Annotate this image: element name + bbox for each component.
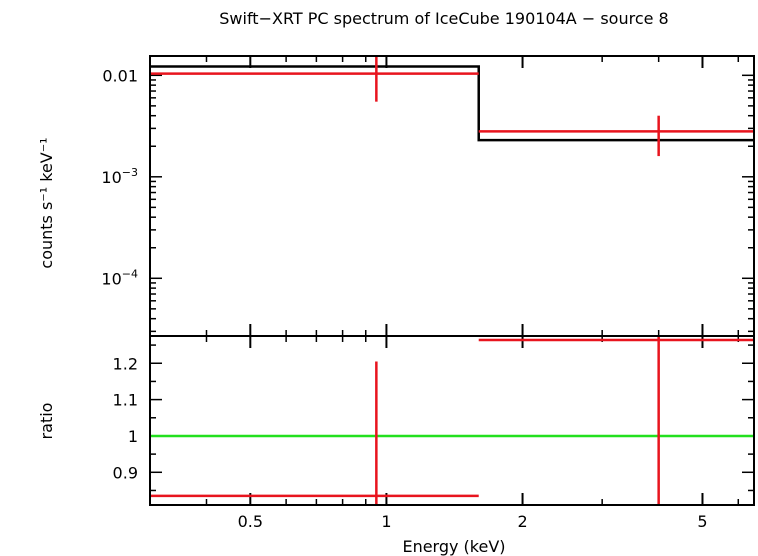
x-tick-label: 2 [517,512,527,531]
ratio-y-axis-label: ratio [37,403,56,440]
x-tick-label: 5 [697,512,707,531]
spectrum-frame [149,55,755,337]
ratio-panel: 0.9 1 1.1 1.2 0.5 1 2 5 [113,335,755,531]
ratio-frame [149,335,755,506]
ratio-y-tick-label: 1.2 [113,354,138,373]
tick-label-exponent: −4 [122,267,138,280]
x-axis-label: Energy (keV) [402,537,505,556]
x-tick-label: 1 [381,512,391,531]
spectrum-y-tick-label: 10−4 [101,267,138,288]
spectrum-y-tick-label: 10−3 [101,166,138,187]
chart-title: Swift−XRT PC spectrum of IceCube 190104A… [219,9,668,28]
ratio-y-tick-label: 1 [128,427,138,446]
tick-label-base: 10 [101,269,121,288]
spectrum-y-axis-label: counts s⁻¹ keV⁻¹ [37,137,56,268]
model-step-line [150,65,754,142]
ratio-y-tick-label: 0.9 [113,463,138,482]
tick-label-exponent: −3 [122,166,138,179]
ratio-y-tick-label: 1.1 [113,391,138,410]
x-tick-label: 0.5 [238,512,263,531]
spectrum-y-tick-label: 0.01 [102,66,138,85]
tick-label-base: 10 [101,168,121,187]
